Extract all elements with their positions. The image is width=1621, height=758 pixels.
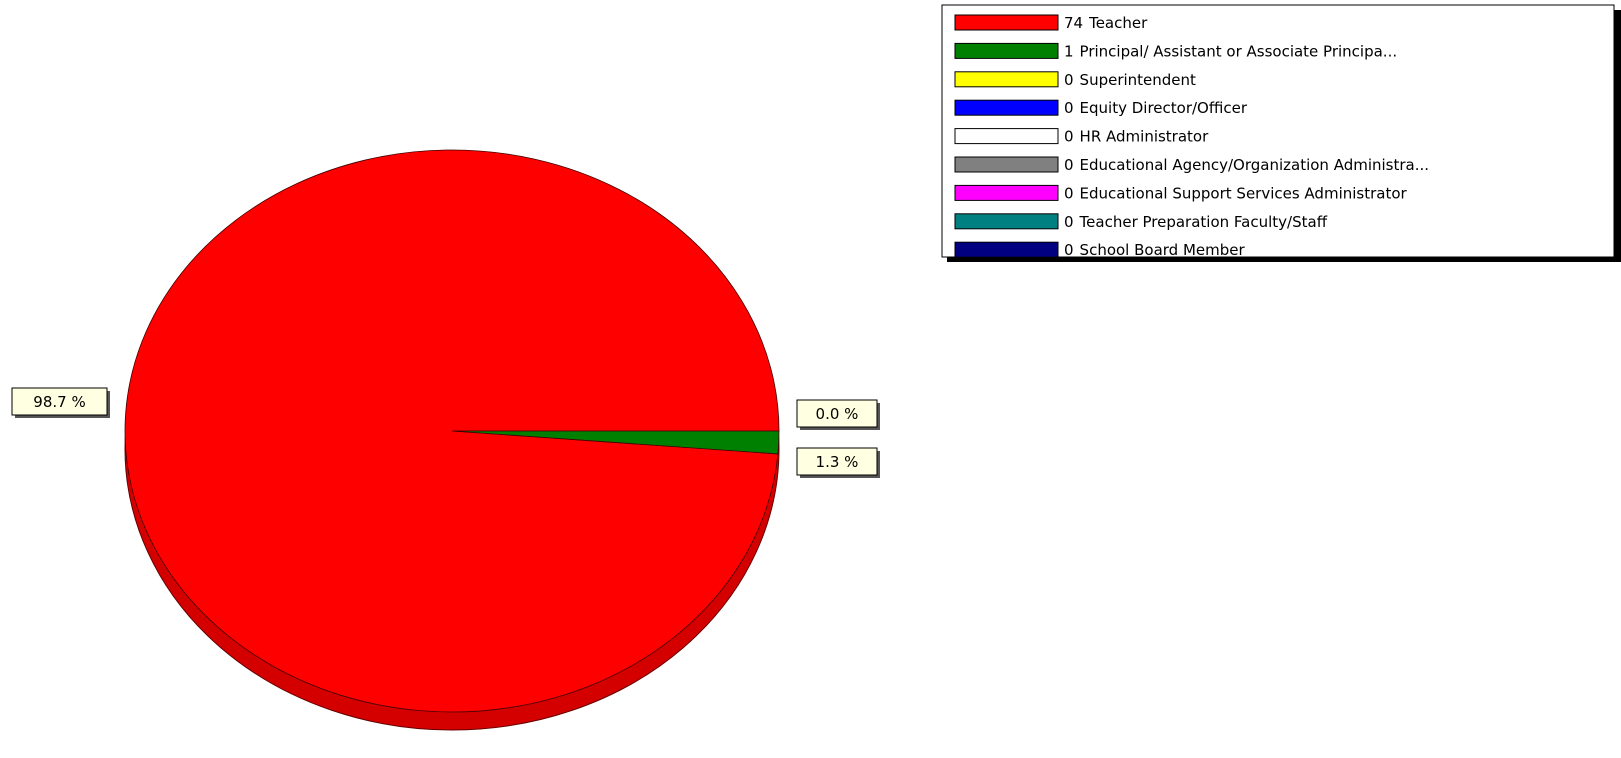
data-label: 98.7 % <box>33 393 85 411</box>
legend-swatch <box>954 213 1059 230</box>
legend-label: Educational Support Services Administrat… <box>1080 184 1408 202</box>
legend-label: Principal/ Assistant or Associate Princi… <box>1080 42 1398 60</box>
label-box <box>796 399 878 428</box>
legend-count: 1 <box>1064 42 1074 60</box>
legend-label: Educational Agency/Organization Administ… <box>1080 156 1430 174</box>
legend-swatch <box>954 241 1059 258</box>
data-label: 0.0 % <box>816 405 859 423</box>
legend-entry: 0 Educational Support Services Administra… <box>1064 184 1408 202</box>
legend-entry: 0 School Board Member <box>1064 241 1245 259</box>
legend-entry: 0 Teacher Preparation Faculty/Staff <box>1064 212 1328 230</box>
legend-entry: 0 Equity Director/Officer <box>1064 99 1248 117</box>
data-label: 1.3 % <box>816 453 859 471</box>
legend-label: Superintendent <box>1080 70 1196 88</box>
legend-entry: 1 Principal/ Assistant or Associate Princ… <box>1064 42 1397 60</box>
legend-count: 74 <box>1064 14 1083 32</box>
legend-count: 0 <box>1064 99 1074 117</box>
legend-shadow <box>947 257 1621 262</box>
legend-swatch <box>954 128 1059 145</box>
legend-swatch <box>954 184 1059 201</box>
legend-count: 0 <box>1064 241 1074 259</box>
legend-entry: 74 Teacher <box>1064 14 1148 32</box>
legend-label: Equity Director/Officer <box>1080 99 1248 117</box>
legend-swatch <box>954 156 1059 173</box>
legend-count: 0 <box>1064 184 1074 202</box>
legend-swatch <box>954 71 1059 88</box>
legend-count: 0 <box>1064 70 1074 88</box>
legend-shadow <box>1614 10 1621 262</box>
legend-label: HR Administrator <box>1080 127 1210 145</box>
legend-label: School Board Member <box>1080 241 1246 259</box>
legend-count: 0 <box>1064 156 1074 174</box>
label-box <box>796 447 878 476</box>
legend-count: 0 <box>1064 127 1074 145</box>
legend-entry: 0 HR Administrator <box>1064 127 1209 145</box>
legend-swatch <box>954 42 1059 59</box>
legend-label: Teacher <box>1088 14 1148 32</box>
legend-swatch <box>954 14 1059 31</box>
legend-entry: 0 Superintendent <box>1064 70 1196 88</box>
legend-entry: 0 Educational Agency/Organization Adminis… <box>1064 156 1429 174</box>
legend-count: 0 <box>1064 212 1074 230</box>
label-box <box>11 387 108 416</box>
pie-slice <box>451 430 780 455</box>
legend-label: Teacher Preparation Faculty/Staff <box>1079 212 1328 230</box>
legend-swatch <box>954 99 1059 116</box>
